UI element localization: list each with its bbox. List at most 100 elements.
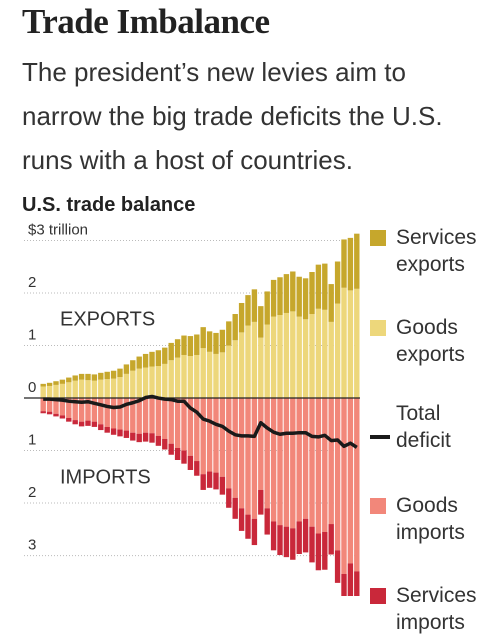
bar-segment [162,363,168,399]
bar-segment [53,398,59,414]
bar-segment [104,426,110,433]
bar-segment [155,398,162,436]
bar-segment [270,521,277,551]
bar-segment [117,398,123,430]
bar-segment [66,398,72,418]
y-tick-label: 3 [28,537,36,554]
legend-swatch [370,588,386,604]
bar-segment [136,398,142,434]
bar-segment [277,277,283,316]
bar-segment [78,421,85,427]
bar-segment [149,398,155,434]
bar-segment [181,450,187,464]
bar-segment [85,380,91,399]
bar-segment [354,288,360,399]
bar-segment [136,433,142,443]
bar-segment [309,314,315,399]
bar-segment [219,476,226,495]
bar-segment [341,239,347,288]
bar-segment [283,312,290,399]
bar-segment [66,377,72,383]
bar-segment [72,398,78,421]
bar-segment [59,379,66,384]
legend-label: Goods imports [396,494,465,544]
bar-segment [123,364,130,374]
bar-segment [238,508,245,531]
bar-segment [174,357,181,399]
bar-segment [334,261,341,304]
bar-segment [213,398,219,473]
bar-segment [98,372,104,380]
bar-segment [72,380,78,399]
bar-segment [258,398,264,490]
bar-segment [110,398,117,429]
bar-segment [328,524,334,555]
bar-segment [238,332,245,399]
bar-segment [341,398,347,574]
bar-segment [322,263,328,310]
bar-segment [277,525,283,556]
bar-segment [91,380,98,399]
y-tick-label: $3 trillion [28,221,88,238]
bar-segment [200,348,206,399]
bar-segment [245,295,251,326]
bar-segment [347,290,354,399]
title: Trade Imbalance [22,2,270,41]
bar-segment [91,374,98,381]
bar-segment [302,518,309,553]
bar-segment [72,375,78,381]
bar-segment [123,430,130,438]
chart-title: U.S. trade balance [22,194,196,216]
bar-segment [354,398,360,572]
y-tick-label: 2 [28,484,36,501]
bar-segment [315,398,322,534]
bar-segment [258,337,264,399]
bar-segment [117,368,123,378]
bar-segment [194,461,200,476]
bar-segment [309,526,315,563]
bar-segment [123,373,130,399]
bar-segment [194,354,200,399]
bar-segment [104,398,110,427]
bar-segment [206,351,213,399]
bar-segment [168,398,174,444]
legend-label: Goods exports [396,316,465,366]
bar-segment [302,278,309,320]
bar-segment [341,287,347,399]
bar-segment [174,447,181,460]
bar-segment [98,398,104,425]
bar-segment [53,384,59,399]
legend-label: Total deficit [396,402,451,452]
bar-segment [174,398,181,448]
bar-segment [270,279,277,317]
bar-segment [245,325,251,399]
bar-segment [194,398,200,462]
bar-segment [110,378,117,399]
bar-segment [72,420,78,425]
deficit-line [43,394,358,449]
bar-segment [270,316,277,399]
bar-segment [245,514,251,539]
bar-segment [117,377,123,399]
bar-segment [245,398,251,515]
bar-segment [78,398,85,422]
bar-segment [98,424,104,431]
bar-segment [53,413,59,417]
bar-segment [213,332,219,354]
bar-segment [85,398,91,421]
bar-segment [251,321,258,399]
bar-segment [341,573,347,596]
bar-segment [322,309,328,399]
bar-segment [187,398,194,456]
bar-segment [110,370,117,379]
bar-segment [283,526,290,558]
bar-segment [46,385,53,399]
bar-segment [347,563,354,596]
bar-segment [181,335,187,355]
bar-segment [354,571,360,596]
bar-segment [91,421,98,427]
bar-segment [149,366,155,399]
bar-segment [283,274,290,313]
bar-segment [187,356,194,399]
bar-segment [296,398,302,522]
